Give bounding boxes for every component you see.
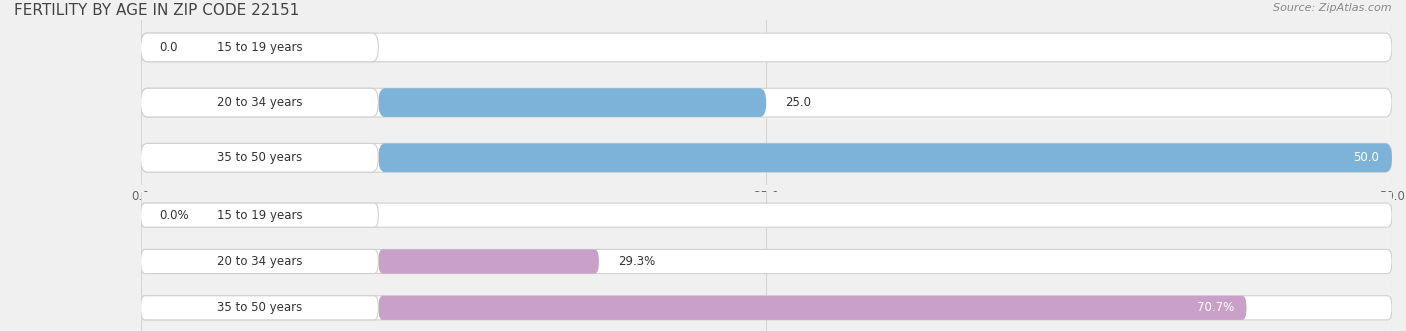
Text: 20 to 34 years: 20 to 34 years	[217, 96, 302, 109]
FancyBboxPatch shape	[378, 143, 1392, 172]
FancyBboxPatch shape	[141, 250, 378, 273]
Text: 50.0: 50.0	[1354, 151, 1379, 164]
Text: 70.7%: 70.7%	[1197, 301, 1234, 314]
FancyBboxPatch shape	[141, 250, 1392, 273]
Text: 35 to 50 years: 35 to 50 years	[217, 151, 302, 164]
FancyBboxPatch shape	[141, 88, 378, 117]
FancyBboxPatch shape	[378, 296, 1247, 320]
Text: 20 to 34 years: 20 to 34 years	[217, 255, 302, 268]
Text: 0.0%: 0.0%	[159, 209, 188, 222]
FancyBboxPatch shape	[141, 296, 1392, 320]
FancyBboxPatch shape	[141, 88, 1392, 117]
Text: 25.0: 25.0	[785, 96, 811, 109]
Text: 0.0: 0.0	[159, 41, 179, 54]
FancyBboxPatch shape	[141, 33, 378, 62]
Text: Source: ZipAtlas.com: Source: ZipAtlas.com	[1274, 3, 1392, 13]
Text: FERTILITY BY AGE IN ZIP CODE 22151: FERTILITY BY AGE IN ZIP CODE 22151	[14, 3, 299, 18]
FancyBboxPatch shape	[141, 203, 378, 227]
Text: 15 to 19 years: 15 to 19 years	[217, 41, 302, 54]
FancyBboxPatch shape	[378, 250, 599, 273]
FancyBboxPatch shape	[141, 203, 1392, 227]
FancyBboxPatch shape	[141, 33, 1392, 62]
Text: 29.3%: 29.3%	[617, 255, 655, 268]
FancyBboxPatch shape	[141, 143, 378, 172]
Text: 15 to 19 years: 15 to 19 years	[217, 209, 302, 222]
FancyBboxPatch shape	[141, 143, 1392, 172]
Text: 35 to 50 years: 35 to 50 years	[217, 301, 302, 314]
FancyBboxPatch shape	[141, 296, 378, 320]
FancyBboxPatch shape	[378, 88, 766, 117]
